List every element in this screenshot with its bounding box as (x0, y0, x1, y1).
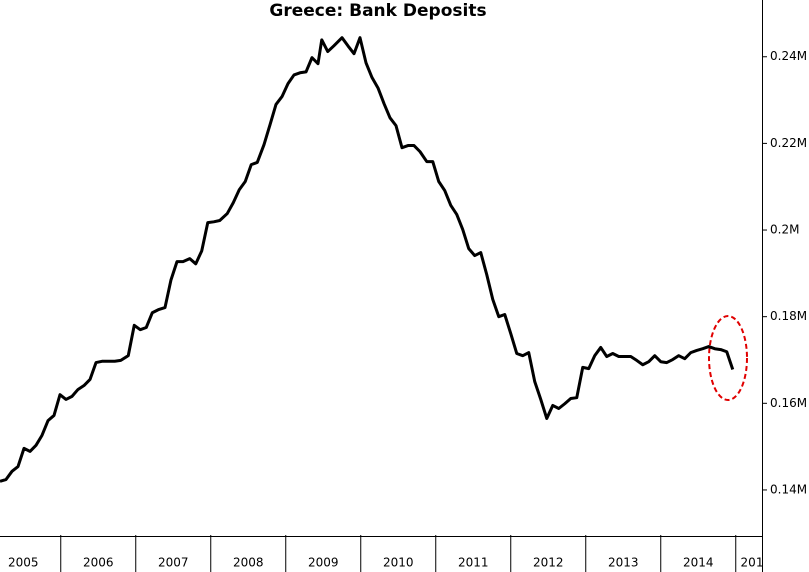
x-tick-label: 201 (741, 556, 764, 570)
x-tick-label: 2008 (233, 556, 264, 570)
y-tick-label: 0.24M (770, 49, 807, 63)
x-tick-label: 2007 (158, 556, 189, 570)
x-tick-label: 2010 (383, 556, 414, 570)
y-tick-label: 0.16M (770, 396, 807, 410)
y-tick-label: 0.22M (770, 136, 807, 150)
x-tick-label: 2011 (458, 556, 489, 570)
highlight-circle (708, 315, 748, 401)
y-tick-label: 0.2M (770, 223, 799, 237)
x-tick-label: 2005 (8, 556, 39, 570)
x-tick-label: 2013 (608, 556, 639, 570)
y-tick-label: 0.18M (770, 309, 807, 323)
x-tick-label: 2014 (683, 556, 714, 570)
x-tick-label: 2012 (533, 556, 564, 570)
x-tick-label: 2009 (308, 556, 339, 570)
data-line (0, 36, 735, 483)
chart-title: Greece: Bank Deposits (269, 1, 486, 21)
x-tick-label: 2006 (83, 556, 114, 570)
y-tick-label: 0.14M (770, 482, 807, 496)
